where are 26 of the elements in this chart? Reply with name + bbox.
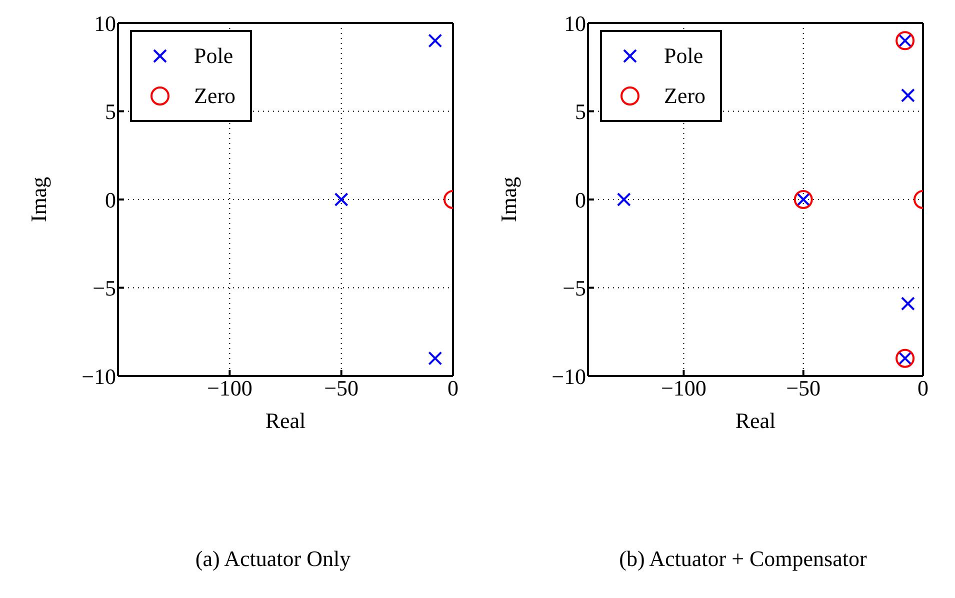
y-tick-label: −5 bbox=[562, 276, 586, 301]
x-tick-label: −50 bbox=[786, 376, 821, 401]
x-tick-label: −100 bbox=[206, 376, 252, 401]
x-axis-title: Real bbox=[265, 408, 306, 433]
x-tick-label: −100 bbox=[661, 376, 706, 401]
y-tick-label: 0 bbox=[575, 187, 586, 212]
y-tick-label: −5 bbox=[92, 276, 116, 301]
y-tick-label: −10 bbox=[552, 364, 586, 389]
legend-label: Pole bbox=[664, 43, 704, 69]
legend-label: Pole bbox=[194, 43, 234, 69]
y-axis-title: Imag bbox=[26, 176, 51, 222]
y-tick-label: 5 bbox=[575, 99, 586, 124]
y-tick-label: 10 bbox=[564, 10, 586, 36]
y-tick-label: 10 bbox=[94, 10, 116, 36]
y-tick-label: 0 bbox=[105, 187, 116, 212]
y-axis-title: Imag bbox=[496, 176, 521, 222]
text: (a) Actuator Only bbox=[194, 546, 352, 572]
y-tick-label: 5 bbox=[105, 99, 116, 124]
legend-label: Zero bbox=[664, 83, 706, 109]
x-axis-title: Real bbox=[735, 408, 776, 433]
x-tick-label: 0 bbox=[918, 376, 928, 401]
x-tick-label: 0 bbox=[448, 376, 458, 401]
y-tick-label: −10 bbox=[82, 364, 116, 389]
x-tick-label: −50 bbox=[324, 376, 359, 401]
legend-label: Zero bbox=[194, 83, 236, 109]
text: (b) Actuator + Compensator bbox=[618, 546, 868, 572]
